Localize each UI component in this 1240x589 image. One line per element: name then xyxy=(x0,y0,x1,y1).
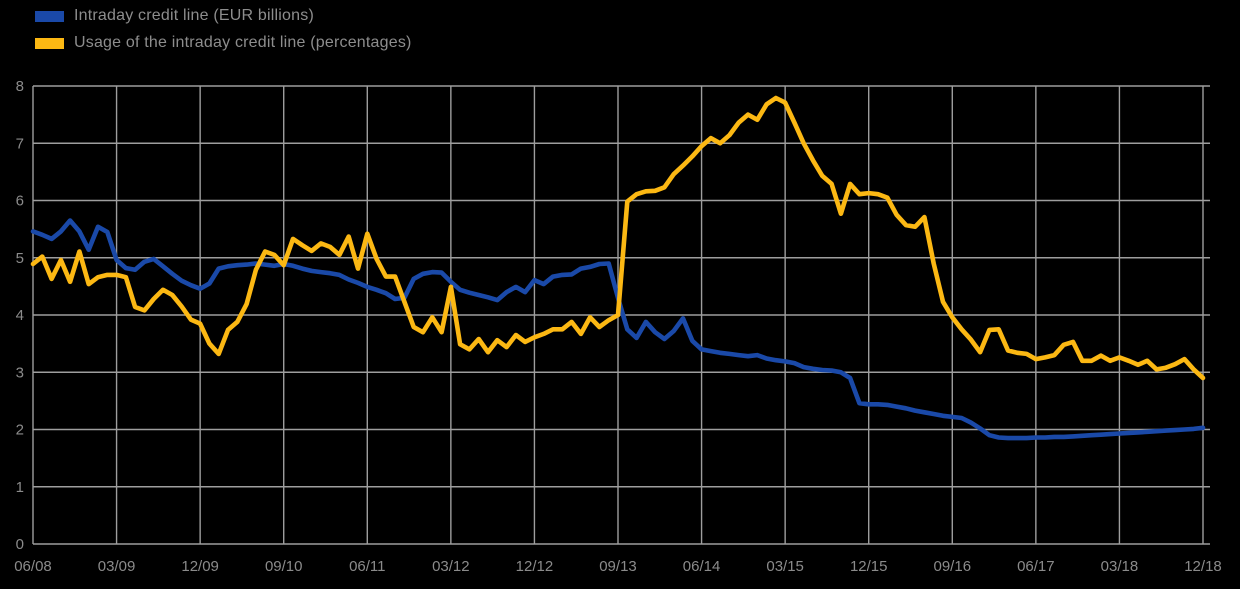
x-tick-label: 06/17 xyxy=(1017,558,1055,575)
chart-legend: Intraday credit line (EUR billions) Usag… xyxy=(35,6,412,53)
legend-label-usage: Usage of the intraday credit line (perce… xyxy=(74,34,412,51)
y-tick-label: 8 xyxy=(16,78,24,95)
y-tick-label: 2 xyxy=(16,422,24,439)
legend-item-usage: Usage of the intraday credit line (perce… xyxy=(35,33,412,53)
x-tick-label: 06/14 xyxy=(683,558,721,575)
x-tick-label: 03/09 xyxy=(98,558,136,575)
y-tick-label: 5 xyxy=(16,250,24,267)
x-tick-label: 09/10 xyxy=(265,558,303,575)
y-tick-label: 6 xyxy=(16,193,24,210)
x-tick-label: 12/09 xyxy=(181,558,219,575)
y-tick-label: 7 xyxy=(16,135,24,152)
x-tick-label: 03/15 xyxy=(766,558,804,575)
x-tick-label: 06/11 xyxy=(349,558,385,575)
x-tick-label: 12/18 xyxy=(1184,558,1222,575)
y-tick-label: 0 xyxy=(16,536,24,553)
x-tick-label: 06/08 xyxy=(14,558,52,575)
x-tick-label: 03/18 xyxy=(1101,558,1139,575)
legend-swatch-yellow-icon xyxy=(35,37,64,49)
x-tick-label: 09/13 xyxy=(599,558,637,575)
x-tick-label: 12/12 xyxy=(516,558,554,575)
x-tick-label: 12/15 xyxy=(850,558,888,575)
legend-label-credit-line: Intraday credit line (EUR billions) xyxy=(74,7,314,24)
legend-item-credit-line: Intraday credit line (EUR billions) xyxy=(35,6,412,26)
x-tick-label: 09/16 xyxy=(934,558,972,575)
legend-swatch-blue-icon xyxy=(35,10,64,22)
x-tick-label: 03/12 xyxy=(432,558,470,575)
y-tick-label: 4 xyxy=(16,307,24,324)
y-tick-label: 3 xyxy=(16,364,24,381)
series-line-usage xyxy=(30,95,1206,381)
y-tick-label: 1 xyxy=(16,479,24,496)
